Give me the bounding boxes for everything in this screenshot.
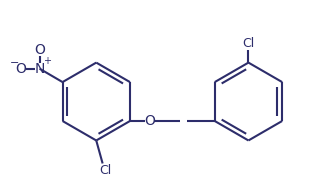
Text: O: O [144,114,155,128]
Text: Cl: Cl [242,37,254,50]
Text: N: N [34,62,45,76]
Text: O: O [34,43,45,57]
Text: +: + [43,56,51,66]
Text: −: − [9,58,19,68]
Text: Cl: Cl [99,164,112,177]
Text: O: O [16,62,26,76]
